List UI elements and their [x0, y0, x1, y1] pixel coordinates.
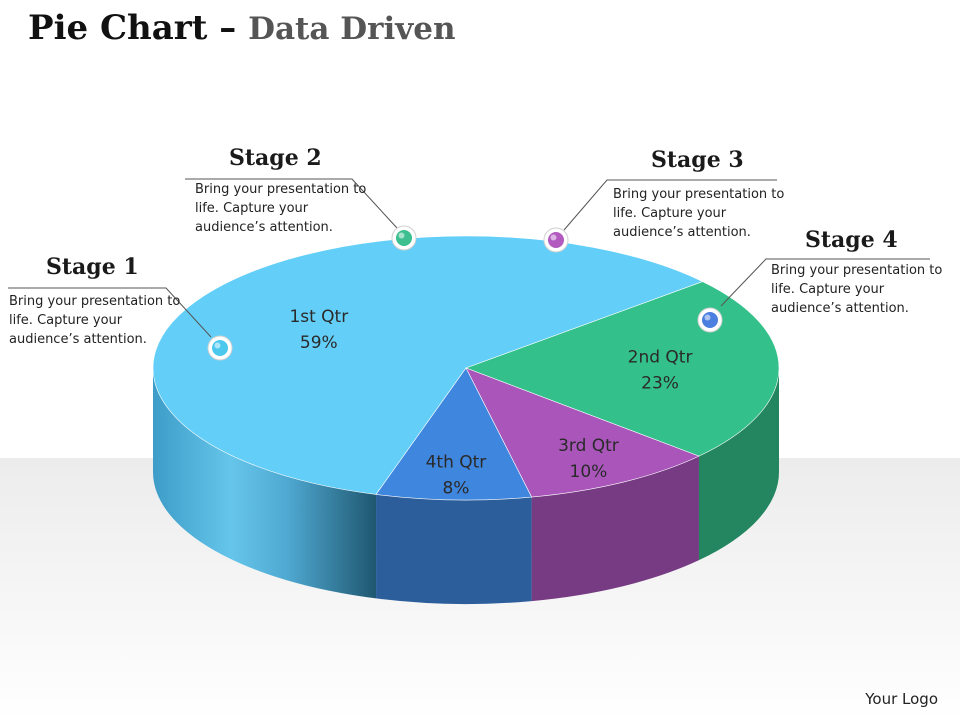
pie-side-3 — [531, 456, 699, 602]
slice-category-label-1: 1st Qtr — [289, 307, 348, 327]
pie-slice-4 — [375, 367, 533, 501]
stage-2-title: Stage 2 — [229, 145, 322, 171]
stage-3-description: Bring your presentation to life. Capture… — [613, 187, 785, 240]
slice-category-label-2: 2nd Qtr — [628, 348, 693, 368]
pie-side-4 — [376, 494, 532, 604]
stage-1-marker — [207, 335, 233, 361]
pie-side-1 — [152, 368, 377, 599]
stage-4-title: Stage 4 — [805, 227, 898, 253]
stage-2-marker — [391, 225, 417, 251]
slice-value-label-1: 59% — [300, 333, 338, 353]
pie-side-2 — [698, 368, 779, 561]
stage-4-connector — [720, 258, 930, 307]
stage-1-title: Stage 1 — [46, 254, 139, 280]
stage-2-description: Bring your presentation to life. Capture… — [195, 182, 367, 235]
title-separator: – — [207, 8, 249, 48]
stage-4-marker — [697, 307, 723, 333]
slice-value-label-3: 10% — [570, 462, 608, 482]
slice-value-label-2: 23% — [641, 374, 679, 394]
stage-3-title: Stage 3 — [651, 147, 744, 173]
slice-category-label-4: 4th Qtr — [426, 453, 487, 473]
slice-category-label-3: 3rd Qtr — [558, 436, 619, 456]
page-title: Pie Chart – Data Driven — [28, 8, 456, 48]
stage-2-connector — [185, 178, 398, 229]
pie-slice-3 — [465, 367, 700, 498]
stage-3-connector — [563, 179, 777, 231]
title-main: Pie Chart — [28, 8, 208, 48]
slice-value-label-4: 8% — [442, 479, 469, 499]
stage-1-description: Bring your presentation to life. Capture… — [9, 294, 181, 347]
stage-1-connector — [8, 287, 212, 338]
logo-placeholder: Your Logo — [865, 690, 938, 708]
title-subtitle: Data Driven — [248, 11, 456, 47]
stage-3-marker — [543, 227, 569, 253]
stage-4-description: Bring your presentation to life. Capture… — [771, 263, 943, 316]
